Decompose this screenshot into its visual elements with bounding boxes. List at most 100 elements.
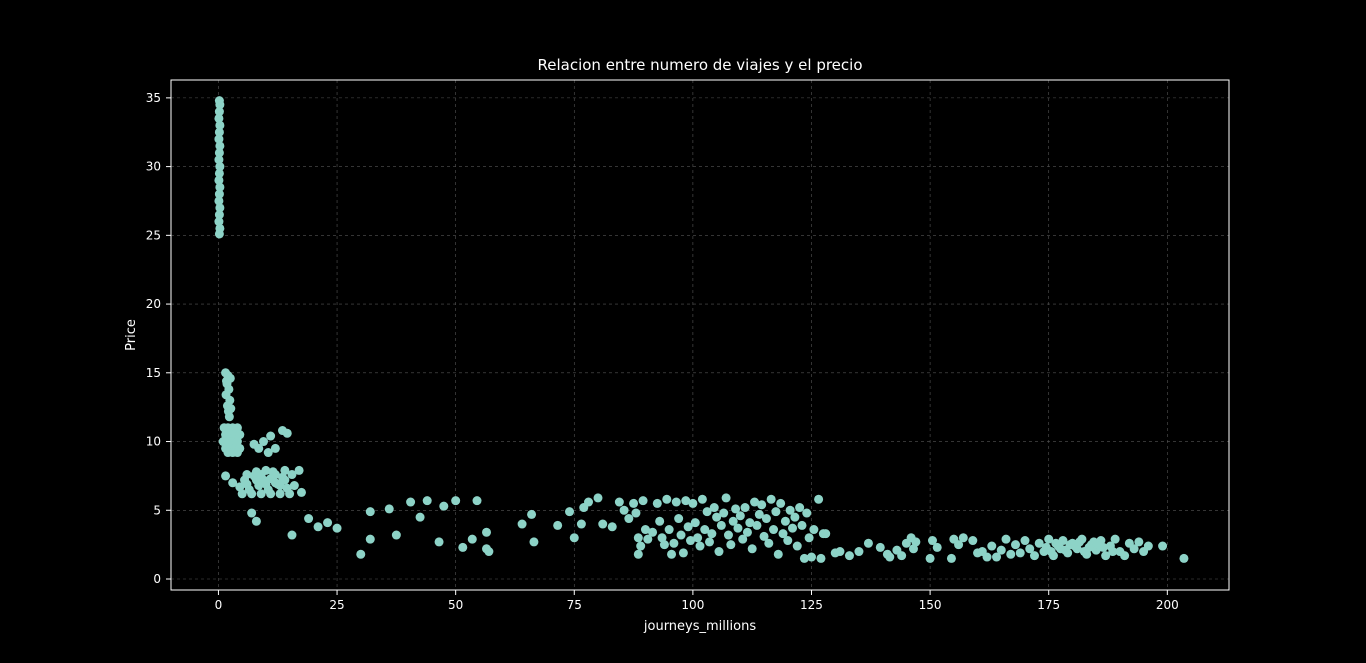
data-point bbox=[598, 519, 608, 529]
data-point bbox=[1065, 540, 1075, 550]
data-point bbox=[676, 530, 686, 540]
x-tick-label: 75 bbox=[567, 598, 582, 612]
data-point bbox=[702, 507, 712, 517]
data-point bbox=[657, 533, 667, 543]
data-point bbox=[232, 423, 242, 433]
y-axis-label: Price bbox=[124, 319, 139, 351]
data-point bbox=[728, 516, 738, 526]
data-point bbox=[885, 552, 895, 562]
data-point bbox=[215, 100, 225, 110]
data-point bbox=[221, 471, 231, 481]
data-point bbox=[738, 534, 748, 544]
data-point bbox=[773, 549, 783, 559]
data-point bbox=[686, 536, 696, 546]
data-point bbox=[669, 538, 679, 548]
data-point bbox=[716, 520, 726, 530]
data-point bbox=[788, 523, 798, 533]
data-point bbox=[1020, 536, 1030, 546]
data-point bbox=[731, 504, 741, 514]
y-axis-ticks: 0 5 10 15 20 25 30 35 bbox=[146, 91, 171, 586]
data-point bbox=[266, 431, 276, 441]
data-point bbox=[256, 489, 266, 499]
data-point bbox=[1120, 551, 1130, 561]
data-point bbox=[228, 478, 238, 488]
data-point bbox=[565, 507, 575, 517]
data-point bbox=[1108, 547, 1118, 557]
x-tick-label: 125 bbox=[800, 598, 823, 612]
data-point bbox=[415, 512, 425, 522]
data-point bbox=[304, 514, 314, 524]
data-point bbox=[742, 527, 752, 537]
data-point bbox=[695, 541, 705, 551]
data-point bbox=[242, 479, 252, 489]
data-point bbox=[553, 520, 563, 530]
data-point bbox=[1046, 547, 1056, 557]
data-point bbox=[232, 437, 242, 447]
data-point bbox=[247, 489, 257, 499]
data-point bbox=[659, 540, 669, 550]
data-point bbox=[674, 514, 684, 524]
data-point bbox=[631, 508, 641, 518]
data-point bbox=[517, 519, 527, 529]
x-tick-label: 150 bbox=[919, 598, 942, 612]
data-point bbox=[735, 511, 745, 521]
data-point bbox=[752, 520, 762, 530]
data-point bbox=[356, 549, 366, 559]
data-point bbox=[624, 514, 634, 524]
data-point bbox=[1025, 544, 1035, 554]
data-point bbox=[214, 175, 224, 185]
data-point bbox=[875, 542, 885, 552]
data-point bbox=[282, 428, 292, 438]
data-point bbox=[688, 498, 698, 508]
data-point bbox=[683, 522, 693, 532]
data-point bbox=[776, 498, 786, 508]
data-point bbox=[783, 536, 793, 546]
data-point bbox=[629, 498, 639, 508]
data-points bbox=[214, 96, 1189, 563]
data-point bbox=[925, 553, 935, 563]
data-point bbox=[215, 120, 225, 130]
data-point bbox=[662, 494, 672, 504]
data-point bbox=[285, 489, 295, 499]
data-point bbox=[224, 412, 234, 422]
data-point bbox=[987, 541, 997, 551]
data-point bbox=[242, 470, 252, 480]
data-point bbox=[804, 533, 814, 543]
data-point bbox=[619, 505, 629, 515]
data-point bbox=[365, 507, 375, 517]
data-point bbox=[467, 534, 477, 544]
data-point bbox=[806, 552, 816, 562]
data-point bbox=[391, 530, 401, 540]
data-point bbox=[232, 448, 242, 458]
data-point bbox=[700, 525, 710, 535]
data-point bbox=[434, 537, 444, 547]
data-point bbox=[266, 489, 276, 499]
data-point bbox=[778, 529, 788, 539]
y-tick-label: 0 bbox=[153, 572, 161, 586]
data-point bbox=[275, 489, 285, 499]
data-point bbox=[671, 497, 681, 507]
grid-lines bbox=[171, 80, 1229, 590]
data-point bbox=[215, 182, 225, 192]
data-point bbox=[1056, 544, 1066, 554]
data-point bbox=[726, 540, 736, 550]
y-tick-label: 5 bbox=[153, 503, 161, 517]
data-point bbox=[1075, 537, 1085, 547]
data-point bbox=[1134, 537, 1144, 547]
data-point bbox=[946, 553, 956, 563]
data-point bbox=[323, 518, 333, 528]
data-point bbox=[251, 516, 261, 526]
data-point bbox=[697, 494, 707, 504]
data-point bbox=[294, 465, 304, 475]
data-point bbox=[863, 538, 873, 548]
data-point bbox=[821, 529, 831, 539]
data-point bbox=[643, 534, 653, 544]
data-point bbox=[835, 547, 845, 557]
data-point bbox=[690, 518, 700, 528]
data-point bbox=[247, 508, 257, 518]
data-point bbox=[790, 512, 800, 522]
data-point bbox=[287, 530, 297, 540]
data-point bbox=[714, 547, 724, 557]
data-point bbox=[422, 496, 432, 506]
data-point bbox=[482, 544, 492, 554]
